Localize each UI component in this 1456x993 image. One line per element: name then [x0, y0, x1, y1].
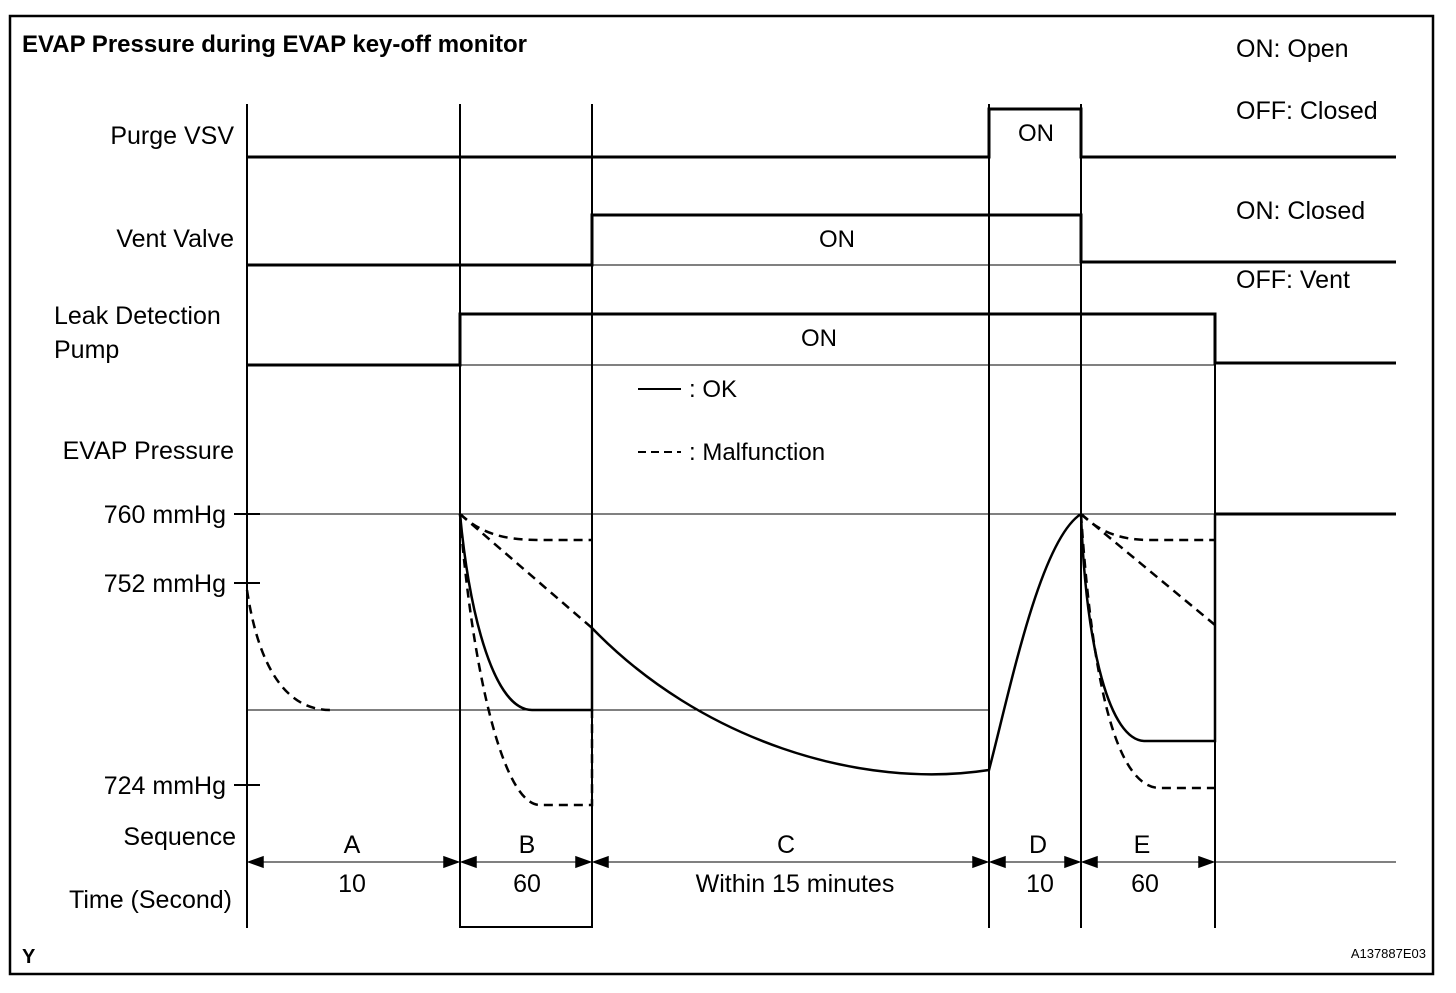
malfunction-curve-a	[245, 589, 331, 712]
vent-valve-label: Vent Valve	[116, 225, 234, 253]
arrow-a-left	[246, 855, 264, 869]
legend-malfunction-label: : Malfunction	[689, 439, 825, 466]
purge-on-note: ON: Open	[1236, 35, 1349, 63]
phase-d-time: 10	[1026, 870, 1054, 898]
reference-lines	[247, 264, 1396, 863]
arrow-e-right	[1198, 855, 1216, 869]
purge-vsv-on-text: ON	[1018, 120, 1054, 147]
vent-off-note: OFF: Vent	[1236, 266, 1350, 294]
phase-e-name: E	[1134, 831, 1151, 859]
evap-pressure-label: EVAP Pressure	[63, 437, 234, 465]
pressure-tick-marks	[234, 513, 260, 786]
vent-on-note: ON: Closed	[1236, 197, 1365, 225]
phase-a-name: A	[344, 831, 361, 859]
malfunction-curve-e-large-leak	[1079, 513, 1215, 790]
pressure-ok-curves	[458, 512, 1396, 776]
vertical-guides	[246, 104, 1216, 928]
sequence-label: Sequence	[123, 823, 236, 851]
arrow-b-right	[575, 855, 593, 869]
malfunction-curve-b-linear	[459, 513, 593, 629]
malfunction-curve-e-linear	[1080, 513, 1216, 626]
corner-mark: Y	[22, 946, 36, 968]
pressure-ok-curve-e	[1079, 513, 1217, 743]
phase-c-name: C	[777, 831, 795, 859]
diagram-border	[8, 14, 1435, 976]
phase-d-name: D	[1029, 831, 1047, 859]
malfunction-curve-b-large-leak	[458, 513, 594, 807]
leak-pump-on-text: ON	[801, 325, 837, 352]
time-label: Time (Second)	[69, 886, 232, 914]
leak-pump-trace	[247, 312, 1396, 367]
diagram-title: EVAP Pressure during EVAP key-off monito…	[22, 31, 527, 58]
pressure-tick-752: 752 mmHg	[104, 570, 226, 598]
arrow-b-left	[459, 855, 477, 869]
phase-b-name: B	[519, 831, 536, 859]
pressure-tick-760: 760 mmHg	[104, 501, 226, 529]
pressure-malfunction-curves	[245, 513, 1216, 807]
phase-b-time: 60	[513, 870, 541, 898]
arrow-a-right	[443, 855, 461, 869]
arrow-c-right	[972, 855, 990, 869]
pressure-tick-724: 724 mmHg	[104, 772, 226, 800]
phase-e-time: 60	[1131, 870, 1159, 898]
vent-valve-on-text: ON	[819, 226, 855, 253]
malfunction-curve-b-small-leak	[459, 513, 592, 542]
leak-pump-label-line1: Leak Detection	[54, 302, 221, 330]
pressure-ok-curve-main	[458, 512, 1082, 776]
arrow-d-left	[988, 855, 1006, 869]
phase-c-time: Within 15 minutes	[696, 870, 895, 898]
leak-pump-label-line2: Pump	[54, 336, 119, 364]
arrow-d-right	[1064, 855, 1082, 869]
purge-vsv-label: Purge VSV	[110, 122, 234, 150]
arrow-e-left	[1080, 855, 1098, 869]
figure-id: A137887E03	[1351, 946, 1426, 961]
purge-vsv-trace	[247, 107, 1396, 159]
sequence-arrows	[246, 855, 1216, 869]
legend-ok-label: : OK	[689, 376, 737, 403]
vent-valve-trace	[247, 213, 1396, 267]
phase-a-time: 10	[338, 870, 366, 898]
arrow-c-left	[591, 855, 609, 869]
malfunction-curve-e-small-leak	[1080, 513, 1215, 542]
purge-off-note: OFF: Closed	[1236, 97, 1378, 125]
